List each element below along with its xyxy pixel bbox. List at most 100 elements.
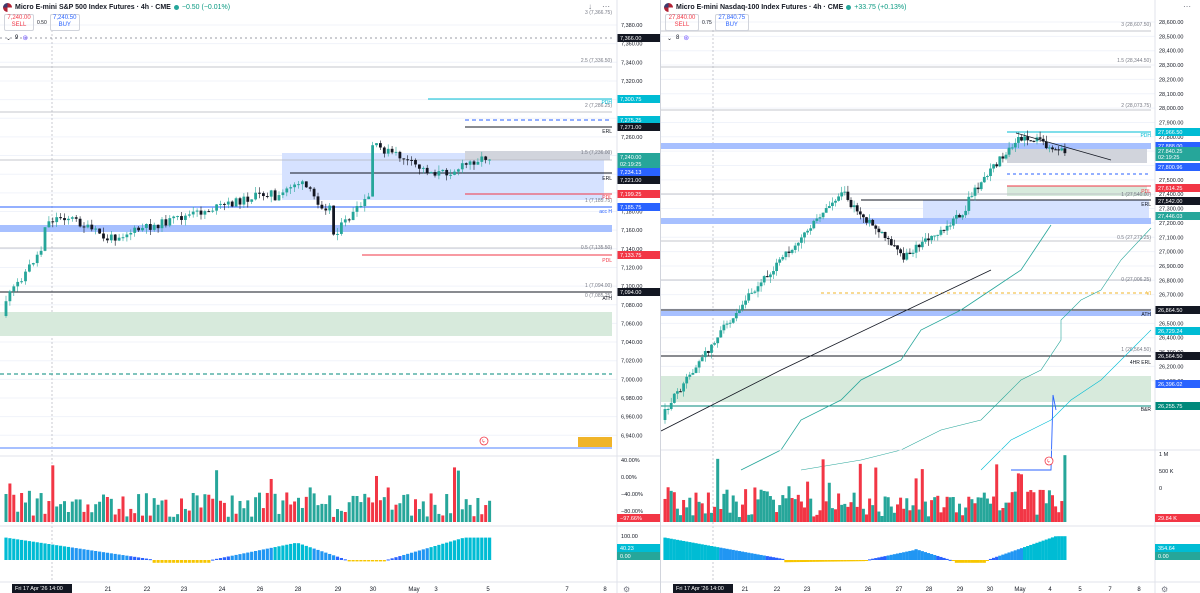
sell-button[interactable]: 27,840.00 SELL (665, 14, 699, 31)
volume-bar (66, 511, 70, 522)
volume-bar (226, 516, 230, 522)
symbol-title[interactable]: Micro E-mini Nasdaq-100 Index Futures · … (676, 3, 844, 11)
volume-bar (269, 478, 273, 522)
candle-body (355, 206, 359, 212)
oscillator-bar (285, 544, 289, 560)
oscillator-bar (781, 558, 785, 560)
volume-bar (756, 499, 760, 522)
candle-body (1054, 149, 1057, 151)
volume-bar (24, 502, 27, 522)
candle-body (868, 219, 871, 223)
more-icon[interactable]: ⋯ (1183, 2, 1191, 11)
volume-bar (765, 491, 769, 522)
buy-button[interactable]: 7,240.50 BUY (49, 14, 80, 31)
symbol-title[interactable]: Micro E-mini S&P 500 Index Futures · 4h … (15, 3, 171, 11)
oscillator-bar (472, 537, 476, 560)
candle-body (725, 323, 729, 325)
candle-body (258, 192, 261, 194)
candle-body (889, 239, 893, 246)
candle-body (948, 225, 952, 227)
level-label: ERL (602, 129, 612, 135)
spread-value: 0.50 (37, 19, 47, 26)
price-tag-label: 7,133.75 (620, 253, 641, 259)
candle-body (924, 238, 927, 242)
indicator-toggle[interactable]: ⌄ 9 ⊛ (6, 34, 28, 42)
volume-bar (809, 498, 813, 522)
candle-body (685, 376, 689, 384)
candle-body (379, 143, 382, 148)
volume-bar (725, 489, 729, 522)
price-axis-label: 7,040.00 (621, 340, 642, 346)
time-tag-label: Fri 17 Apr '26 14:00 (676, 586, 724, 592)
price-tag-label: 7,366.00 (620, 36, 641, 42)
candle-body (756, 286, 760, 292)
volume-bar (164, 499, 168, 522)
indicator-toggle[interactable]: ⌄ 8 ⊛ (667, 34, 689, 42)
time-axis-label: 30 (987, 587, 994, 593)
candle-body (121, 237, 125, 239)
candle-body (429, 172, 433, 174)
volume-bar (429, 493, 433, 522)
candle-body (51, 221, 55, 223)
volume-bar (815, 514, 819, 522)
time-axis-label: 22 (144, 587, 151, 593)
volume-bar (796, 494, 800, 522)
sell-button[interactable]: 7,240.00 SELL (4, 14, 34, 31)
oscillator-bar (1001, 554, 1005, 560)
buy-button[interactable]: 27,840.75 BUY (714, 14, 749, 31)
volume-bar (172, 516, 176, 522)
volume-bar (669, 490, 673, 522)
zone-rect (923, 200, 1149, 218)
oscillator-bar (923, 552, 927, 560)
candle-body (468, 161, 472, 165)
time-axis-label: 7 (565, 587, 569, 593)
candle-body (24, 271, 27, 282)
chart-pane-sp500[interactable]: 7,380.007,360.007,340.007,320.007,300.00… (0, 0, 661, 593)
volume-bar (12, 494, 16, 522)
chart-canvas-nasdaq[interactable]: 28,600.00 28,500.00 28,400.00 28,300.00 28,2… (661, 0, 1200, 593)
volume-bar (837, 493, 841, 522)
more-icon[interactable]: ⋯ (602, 2, 610, 11)
price-tag-label: 7,185.75 (620, 205, 641, 211)
price-axis-label: 7,260.00 (621, 135, 642, 141)
volume-bar (759, 489, 763, 522)
oscillator-bar (234, 554, 238, 560)
volume-bar (476, 497, 480, 522)
oscillator-bar (335, 556, 340, 560)
oscillator-bar (1032, 543, 1036, 560)
candle-body (78, 218, 82, 227)
volume-bar (1001, 507, 1005, 522)
volume-bar (672, 492, 676, 522)
volume-axis-label: 0.00% (621, 475, 637, 481)
lightning-icon (1044, 456, 1054, 466)
oscillator-bar (328, 553, 332, 560)
oscillator-bar (23, 540, 28, 560)
chart-canvas-sp500[interactable]: 7,380.007,360.007,340.007,320.007,300.00… (0, 0, 660, 593)
volume-bar (98, 501, 102, 522)
price-tag (617, 203, 660, 211)
candle-body (180, 216, 183, 220)
candle-body (215, 204, 218, 211)
candle-body (340, 222, 343, 234)
arrow-down-icon[interactable]: ↓ (588, 2, 592, 11)
oscillator-bar (902, 552, 906, 560)
oscillator-bar (737, 551, 741, 560)
volume-bar (985, 498, 989, 522)
oscillator-bar (1060, 536, 1064, 560)
oscillator-bar (911, 550, 915, 560)
time-axis-label: 5 (1078, 587, 1082, 593)
price-axis-label: 7,380.00 (621, 23, 642, 29)
oscillator-bar (886, 555, 890, 560)
price-tag-label: 7,275.25 (620, 118, 641, 124)
oscillator-bar (468, 537, 472, 560)
oscillator-bar (768, 556, 772, 560)
volume-bar (203, 494, 207, 522)
candle-body (812, 220, 816, 229)
price-axis-label: 6,940.00 (621, 433, 642, 439)
oscillator-bar (784, 560, 788, 563)
chart-pane-nasdaq[interactable]: 28,600.00 28,500.00 28,400.00 28,300.00 28,2… (661, 0, 1200, 593)
candle-body (31, 263, 35, 265)
oscillator-bar (694, 543, 698, 560)
indicator-count: 8 (676, 35, 680, 41)
volume-bar (685, 507, 689, 522)
